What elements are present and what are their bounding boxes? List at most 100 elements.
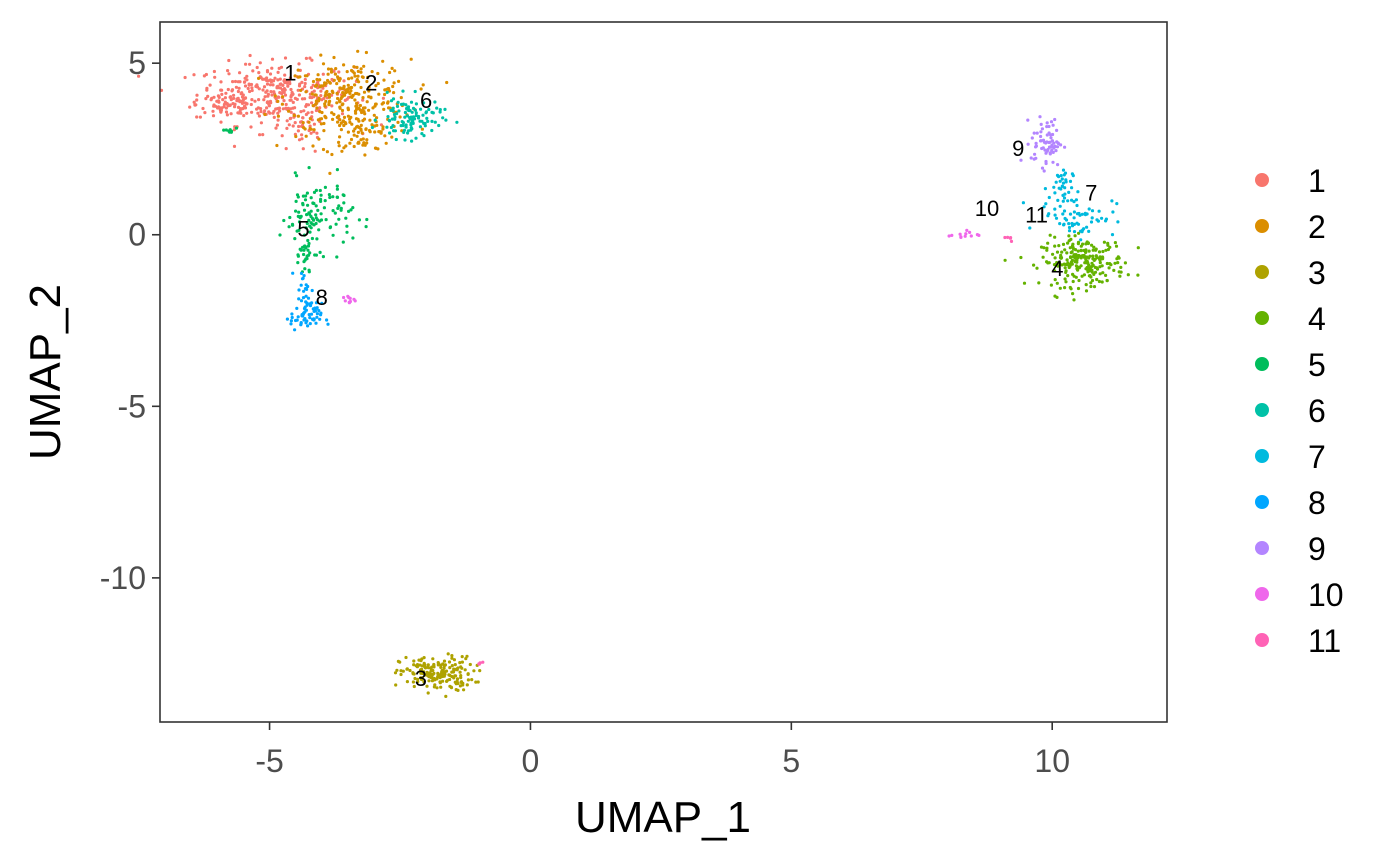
point (224, 110, 229, 114)
point (265, 82, 270, 86)
legend-item-4: 4 (1255, 301, 1326, 337)
point (1041, 146, 1045, 150)
point (301, 147, 305, 151)
point (411, 121, 415, 125)
point (393, 671, 398, 675)
point (303, 198, 308, 202)
point (1049, 136, 1053, 140)
point (220, 88, 224, 92)
point (399, 672, 403, 677)
point (382, 78, 386, 82)
point (317, 96, 321, 101)
point (392, 91, 396, 95)
point (1066, 274, 1070, 278)
legend-label: 1 (1308, 163, 1326, 199)
point (303, 244, 307, 248)
point (376, 81, 380, 86)
point (288, 215, 292, 220)
point (304, 283, 308, 287)
point (398, 115, 402, 119)
point (316, 208, 320, 212)
point (319, 122, 323, 126)
point (1034, 141, 1038, 145)
point (396, 120, 400, 124)
point (340, 108, 345, 113)
point (1109, 263, 1113, 267)
point (321, 62, 326, 66)
point (1039, 245, 1044, 249)
point (1055, 261, 1059, 265)
point (1070, 224, 1075, 228)
point (310, 317, 315, 321)
point (466, 678, 470, 682)
point (1048, 233, 1052, 237)
point (251, 69, 255, 73)
legend-key (1255, 541, 1269, 555)
point (1057, 244, 1061, 248)
point (1039, 134, 1043, 139)
point (293, 106, 297, 110)
point (416, 680, 420, 684)
point (183, 75, 187, 80)
point (422, 121, 426, 125)
point (337, 140, 341, 144)
point (310, 58, 314, 62)
point (357, 141, 361, 145)
point (269, 90, 273, 94)
point (1084, 283, 1088, 287)
point (386, 100, 390, 104)
point (299, 88, 303, 92)
point (337, 114, 341, 118)
point (310, 92, 314, 96)
point (1055, 250, 1060, 254)
point (315, 131, 319, 135)
point (278, 91, 282, 95)
point (305, 213, 309, 217)
point (285, 126, 289, 130)
point (261, 88, 265, 92)
point (333, 211, 337, 215)
point (1035, 266, 1039, 270)
point (1003, 258, 1007, 262)
cluster-label-8: 8 (316, 285, 328, 310)
point (311, 144, 315, 148)
point (310, 101, 314, 105)
point (1098, 261, 1102, 265)
point (351, 206, 355, 210)
point (259, 121, 263, 125)
point (977, 233, 981, 237)
point (430, 665, 434, 669)
point (465, 654, 469, 658)
point (335, 91, 339, 95)
point (423, 666, 428, 670)
cluster-8-points (285, 271, 330, 332)
point (293, 171, 297, 175)
point (224, 128, 228, 132)
point (1105, 261, 1109, 266)
point (286, 79, 290, 83)
point (1113, 241, 1117, 245)
point (307, 218, 311, 222)
point (277, 106, 281, 110)
cluster-label-11: 11 (1025, 203, 1048, 228)
point (965, 228, 969, 232)
point (1079, 264, 1083, 268)
point (309, 226, 313, 230)
point (339, 96, 343, 101)
point (325, 89, 329, 94)
point (359, 123, 363, 127)
point (968, 230, 972, 234)
x-axis-title: UMAP_1 (575, 793, 751, 842)
point (1060, 177, 1064, 181)
point (1050, 139, 1054, 143)
point (323, 83, 327, 87)
point (380, 102, 384, 106)
point (304, 56, 308, 61)
point (297, 297, 301, 301)
point (338, 86, 342, 90)
point (280, 134, 284, 138)
point (351, 70, 355, 74)
point (1058, 179, 1062, 183)
point (408, 668, 412, 673)
point (414, 136, 418, 140)
